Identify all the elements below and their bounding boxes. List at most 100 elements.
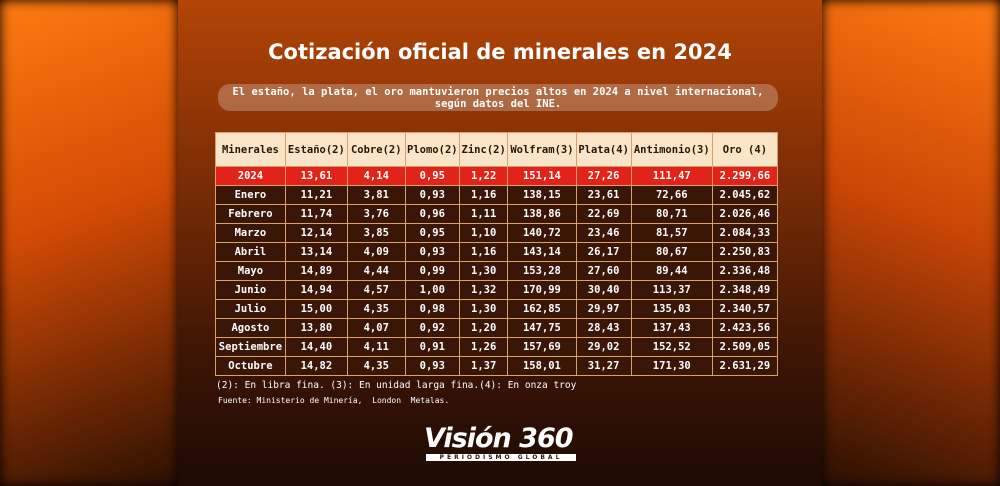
row-label: Febrero bbox=[215, 204, 286, 224]
cell: 1,32 bbox=[458, 280, 509, 300]
cell: 14,40 bbox=[284, 337, 348, 357]
cell: 30,40 bbox=[575, 280, 632, 300]
cell: 140,72 bbox=[507, 223, 577, 243]
cell: 4,35 bbox=[346, 356, 406, 376]
cell: 2.084,33 bbox=[711, 223, 779, 243]
cell: 171,30 bbox=[630, 356, 713, 376]
table-row: Septiembre 14,40 4,11 0,91 1,26 157,69 29,02 15… bbox=[215, 337, 779, 357]
row-label: Septiembre bbox=[215, 337, 286, 357]
cell: 26,17 bbox=[575, 242, 632, 262]
table-row: Julio 15,00 4,35 0,98 1,30 162,85 29,97 135,03 2… bbox=[215, 299, 779, 319]
row-label: Julio bbox=[215, 299, 286, 319]
table-row: Junio 14,94 4,57 1,00 1,32 170,99 30,40 113,37 2… bbox=[215, 280, 779, 300]
cell: 0,93 bbox=[404, 185, 461, 205]
cell: 2.340,57 bbox=[711, 299, 779, 319]
cell: 14,82 bbox=[284, 356, 348, 376]
cell: 2.026,46 bbox=[711, 204, 779, 224]
row-label: 2024 bbox=[215, 166, 286, 186]
column-header: Estaño(2) bbox=[284, 132, 348, 167]
cell: 0,91 bbox=[404, 337, 461, 357]
cell: 4,35 bbox=[346, 299, 406, 319]
cell: 0,92 bbox=[404, 318, 461, 338]
cell: 0,95 bbox=[404, 166, 461, 186]
cell: 29,02 bbox=[575, 337, 632, 357]
cell: 12,14 bbox=[284, 223, 348, 243]
cell: 3,81 bbox=[346, 185, 406, 205]
cell: 0,99 bbox=[404, 261, 461, 281]
cell: 138,15 bbox=[507, 185, 577, 205]
header-row: Minerales Estaño(2) Cobre(2) Plomo(2) Zinc(2… bbox=[215, 132, 779, 167]
cell: 29,97 bbox=[575, 299, 632, 319]
cell: 81,57 bbox=[630, 223, 713, 243]
cell: 28,43 bbox=[575, 318, 632, 338]
cell: 14,89 bbox=[284, 261, 348, 281]
row-label: Abril bbox=[215, 242, 286, 262]
subtitle: El estaño, la plata, el oro mantuvieron … bbox=[218, 84, 778, 111]
cell: 4,07 bbox=[346, 318, 406, 338]
table-row: Marzo 12,14 3,85 0,95 1,10 140,72 23,46 81,57 2.… bbox=[215, 223, 779, 243]
table-row: Febrero 11,74 3,76 0,96 1,11 138,86 22,69 80,71… bbox=[215, 204, 779, 224]
cell: 31,27 bbox=[575, 356, 632, 376]
cell: 4,11 bbox=[346, 337, 406, 357]
cell: 0,93 bbox=[404, 356, 461, 376]
column-header: Minerales bbox=[215, 132, 286, 167]
column-header: Wolfram(3) bbox=[507, 132, 577, 167]
cell: 138,86 bbox=[507, 204, 577, 224]
cell: 4,57 bbox=[346, 280, 406, 300]
source: Fuente: Ministerio de Minería, London Me… bbox=[218, 396, 450, 405]
cell: 0,96 bbox=[404, 204, 461, 224]
cell: 89,44 bbox=[630, 261, 713, 281]
cell: 2.348,49 bbox=[711, 280, 779, 300]
cell: 135,03 bbox=[630, 299, 713, 319]
cell: 23,61 bbox=[575, 185, 632, 205]
logo: Visión 360 bbox=[424, 423, 574, 454]
cell: 27,60 bbox=[575, 261, 632, 281]
column-header: Zinc(2) bbox=[458, 132, 509, 167]
cell: 2.423,56 bbox=[711, 318, 779, 338]
table-row: Mayo 14,89 4,44 0,99 1,30 153,28 27,60 89,44 2.3… bbox=[215, 261, 779, 281]
column-header: Plata(4) bbox=[575, 132, 632, 167]
cell: 14,94 bbox=[284, 280, 348, 300]
cell: 72,66 bbox=[630, 185, 713, 205]
cell: 152,52 bbox=[630, 337, 713, 357]
cell: 23,46 bbox=[575, 223, 632, 243]
title: Cotización oficial de minerales en 2024 bbox=[268, 40, 732, 64]
cell: 0,98 bbox=[404, 299, 461, 319]
cell: 2.336,48 bbox=[711, 261, 779, 281]
column-header: Oro (4) bbox=[711, 132, 779, 167]
cell: 22,69 bbox=[575, 204, 632, 224]
cell: 3,76 bbox=[346, 204, 406, 224]
cell: 0,93 bbox=[404, 242, 461, 262]
cell: 143,14 bbox=[507, 242, 577, 262]
cell: 2.045,62 bbox=[711, 185, 779, 205]
cell: 1,10 bbox=[458, 223, 509, 243]
table-row: Agosto 13,80 4,07 0,92 1,20 147,75 28,43 137,43… bbox=[215, 318, 779, 338]
cell: 1,16 bbox=[458, 242, 509, 262]
cell: 2.509,05 bbox=[711, 337, 779, 357]
cell: 80,71 bbox=[630, 204, 713, 224]
cell: 158,01 bbox=[507, 356, 577, 376]
cell: 147,75 bbox=[507, 318, 577, 338]
cell: 153,28 bbox=[507, 261, 577, 281]
cell: 13,14 bbox=[284, 242, 348, 262]
table-row: Enero 11,21 3,81 0,93 1,16 138,15 23,61 72,66 2.… bbox=[215, 185, 779, 205]
background bbox=[0, 0, 178, 486]
cell: 2.299,66 bbox=[711, 166, 779, 186]
notes: (2): En libra fina. (3): En unidad larga… bbox=[216, 380, 577, 391]
cell: 1,30 bbox=[458, 261, 509, 281]
cell: 13,61 bbox=[284, 166, 348, 186]
row-label: Enero bbox=[215, 185, 286, 205]
cell: 162,85 bbox=[507, 299, 577, 319]
cell: 1,37 bbox=[458, 356, 509, 376]
row-label: Agosto bbox=[215, 318, 286, 338]
cell: 4,44 bbox=[346, 261, 406, 281]
cell: 1,20 bbox=[458, 318, 509, 338]
cell: 1,30 bbox=[458, 299, 509, 319]
cell: 15,00 bbox=[284, 299, 348, 319]
cell: 13,80 bbox=[284, 318, 348, 338]
cell: 4,14 bbox=[346, 166, 406, 186]
logo-tagline: PERIODISMO GLOBAL bbox=[426, 454, 576, 461]
cell: 170,99 bbox=[507, 280, 577, 300]
price-table: Minerales Estaño(2) Cobre(2) Plomo(2) Zinc(2… bbox=[215, 132, 779, 376]
